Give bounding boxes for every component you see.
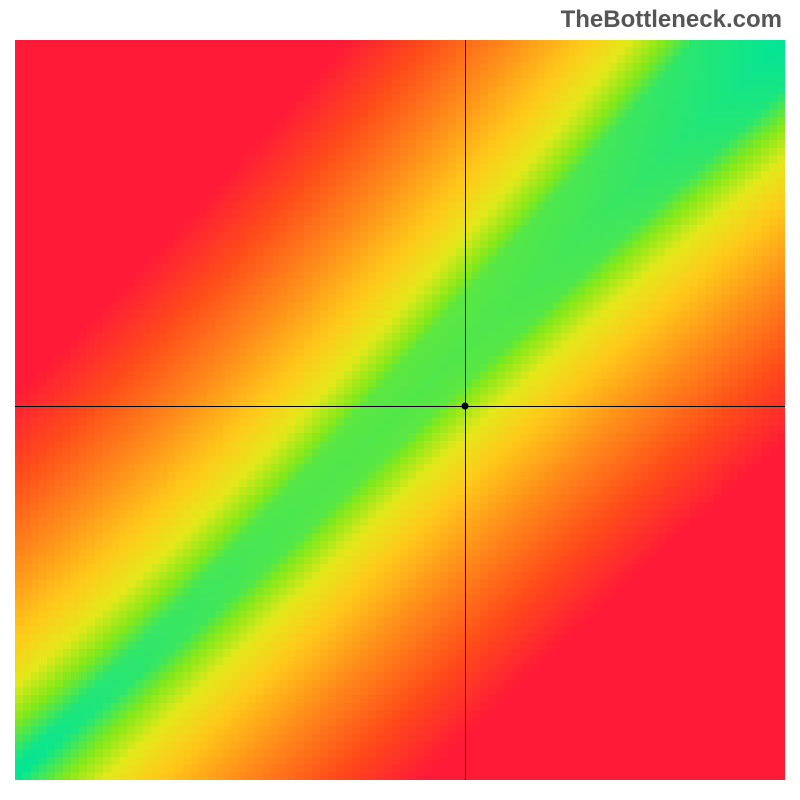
chart-container: { "watermark": { "text": "TheBottleneck.…	[0, 0, 800, 800]
heatmap-canvas	[15, 40, 785, 780]
plot-area	[15, 40, 785, 780]
crosshair-vertical	[465, 40, 466, 780]
crosshair-horizontal	[15, 406, 785, 407]
watermark-text: TheBottleneck.com	[561, 6, 782, 34]
data-point-marker	[462, 403, 469, 410]
